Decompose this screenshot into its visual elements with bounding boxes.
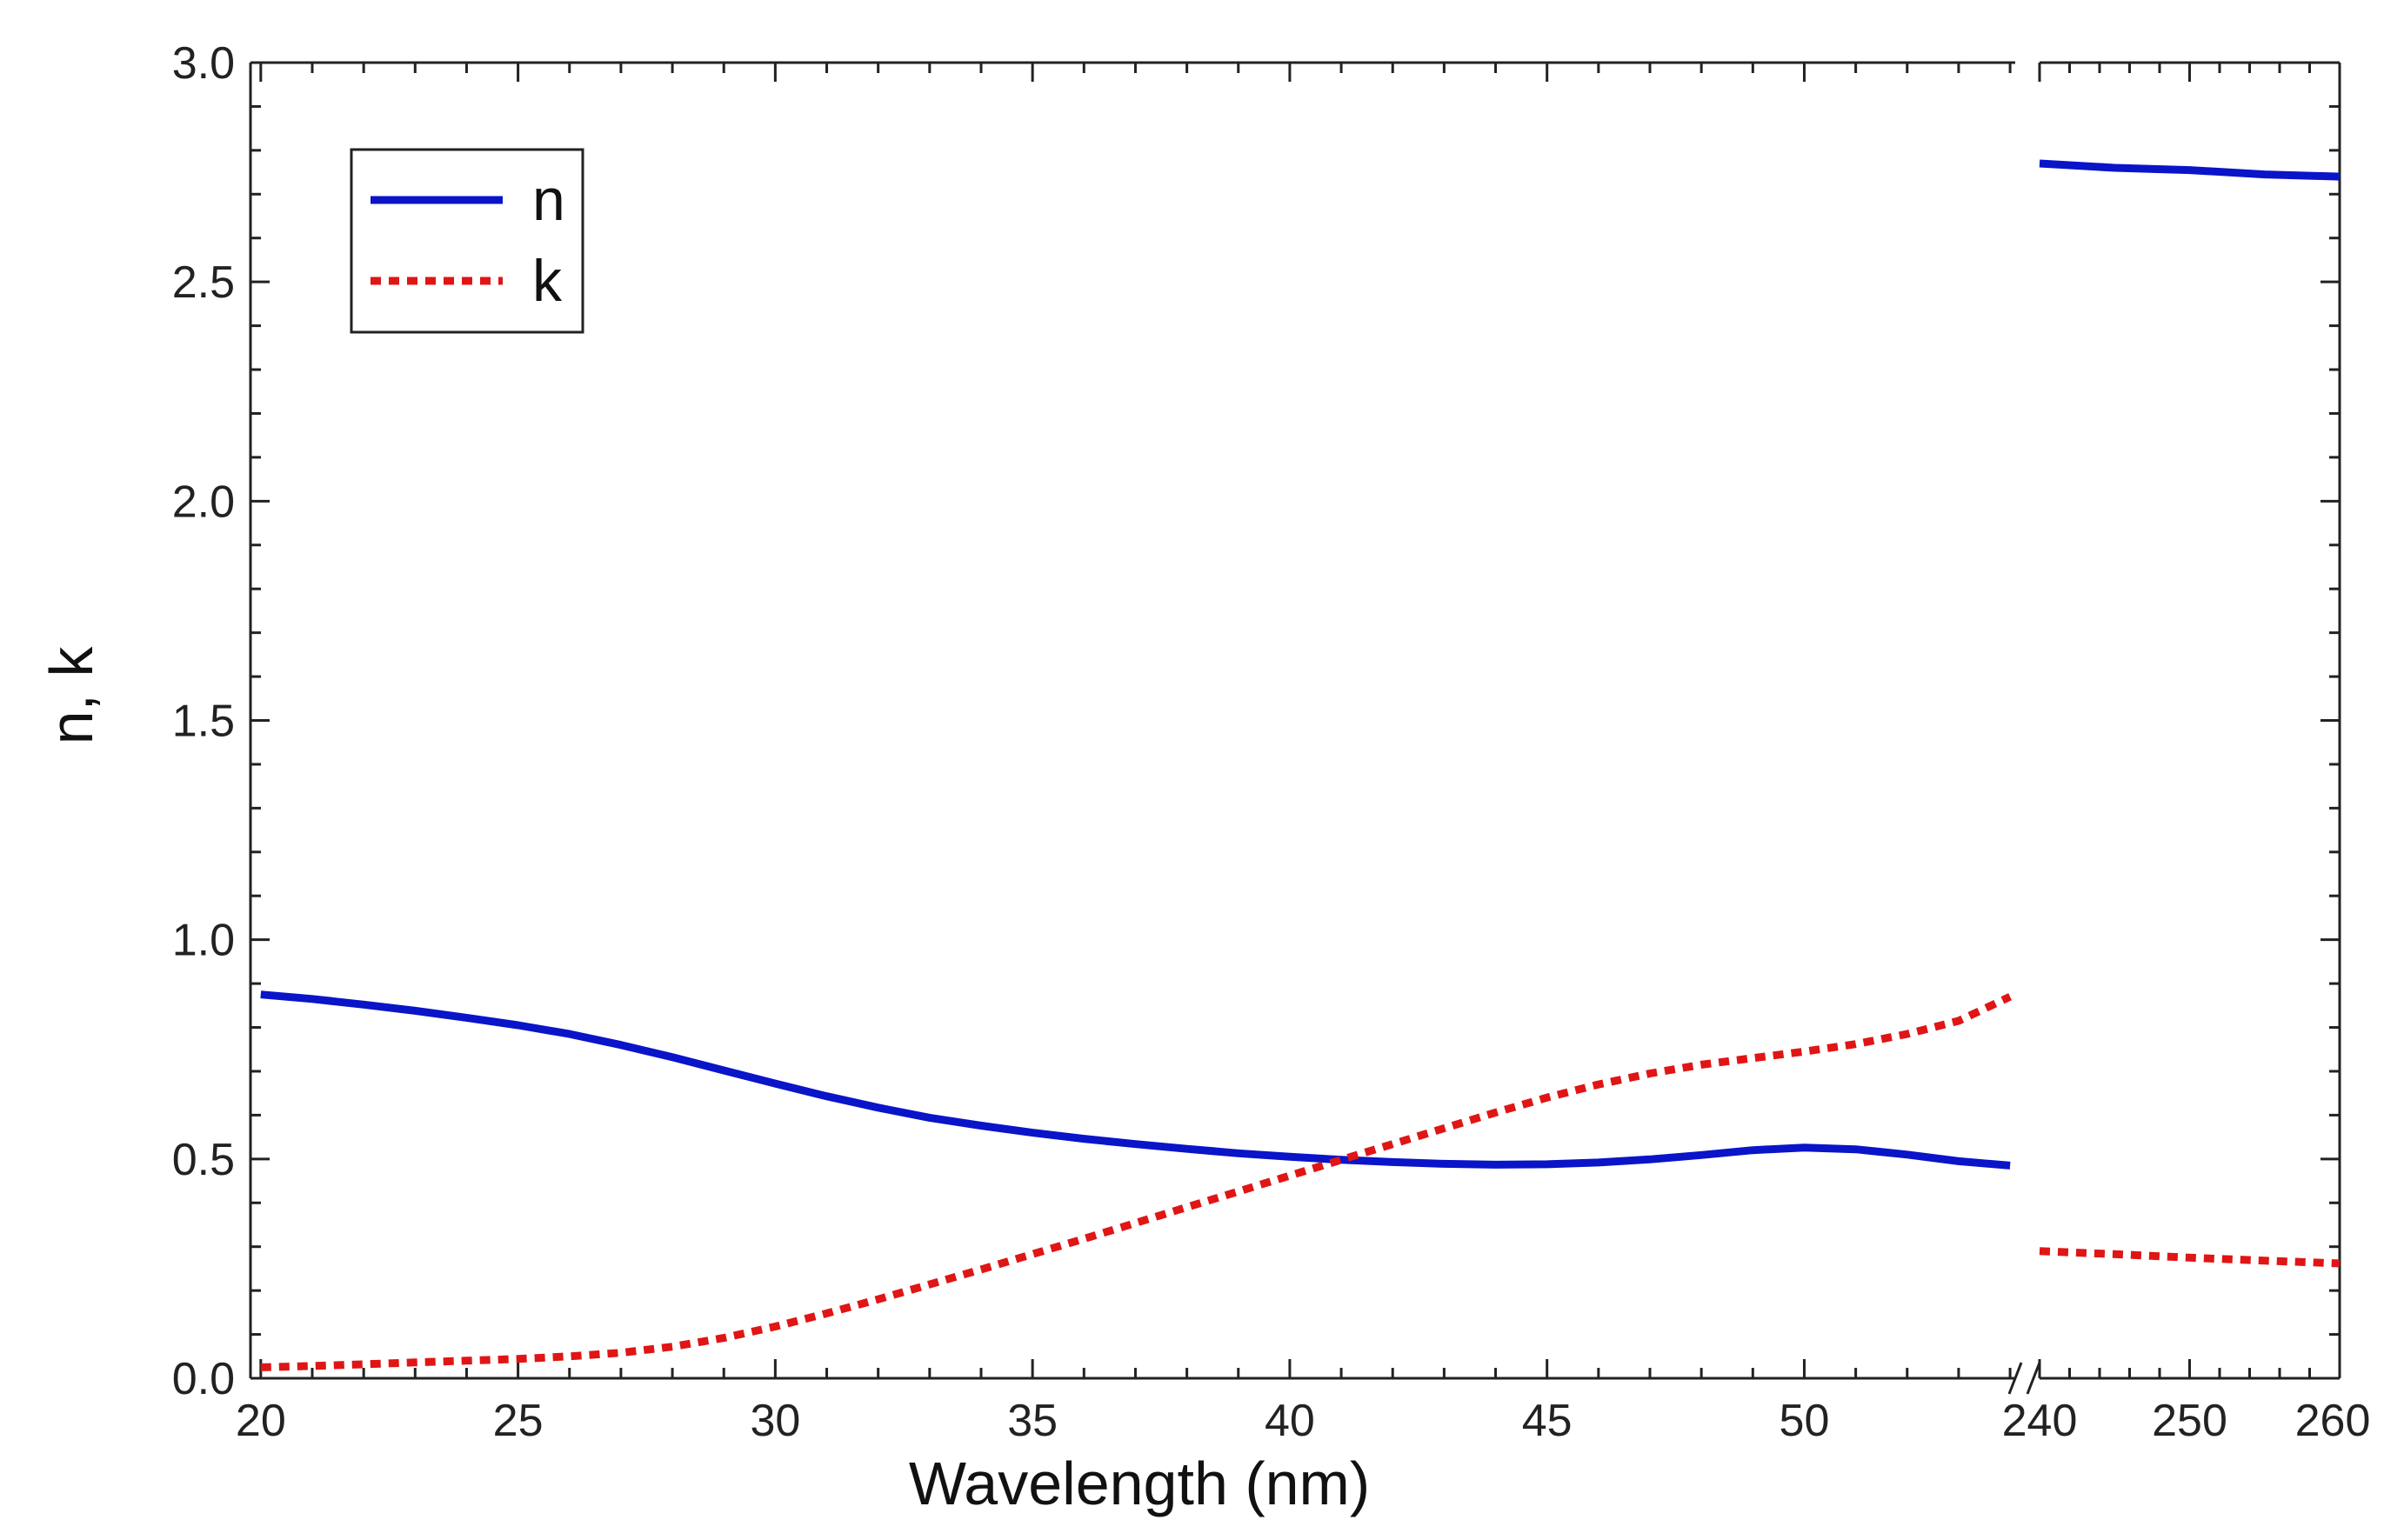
x-tick-label: 250 — [2152, 1396, 2227, 1446]
y-axis-title: n, k — [37, 646, 105, 745]
y-tick-label: 1.5 — [172, 697, 235, 747]
series-n-line — [2039, 159, 2341, 181]
axis-break-mark — [2007, 1362, 2023, 1395]
axis-break-mark — [2026, 1362, 2041, 1395]
x-tick-label: 40 — [1265, 1396, 1315, 1446]
y-tick-label: 0.5 — [172, 1135, 235, 1185]
y-tick-label: 2.0 — [172, 477, 235, 527]
x-tick-label: 240 — [2002, 1396, 2078, 1446]
x-tick-label: 45 — [1522, 1396, 1573, 1446]
series-layer — [260, 159, 2341, 1371]
legend-label-k: k — [532, 248, 563, 314]
labels-layer: Wavelength (nm) n, k — [37, 646, 1370, 1517]
legend: n k — [350, 148, 584, 334]
x-tick-label: 50 — [1780, 1396, 1830, 1446]
x-tick-label: 20 — [236, 1396, 286, 1446]
x-tick-label: 30 — [750, 1396, 800, 1446]
axes-layer: 0.0 0.5 1.0 1.5 2.0 2.5 3.0 20 25 30 35 40 45 50 240 25… — [172, 38, 2371, 1446]
y-tick-label: 3.0 — [172, 38, 235, 89]
x-tick-label: 35 — [1007, 1396, 1058, 1446]
y-tick-label: 1.0 — [172, 916, 235, 966]
x-axis-title: Wavelength (nm) — [909, 1450, 1370, 1517]
series-k-line — [2039, 1247, 2341, 1268]
x-tick-label: 260 — [2295, 1396, 2371, 1446]
series-k-line — [260, 993, 2013, 1371]
legend-box — [350, 148, 584, 334]
y-tick-label: 2.5 — [172, 257, 235, 308]
series-n-line — [260, 990, 2011, 1170]
y-tick-label: 0.0 — [172, 1354, 235, 1404]
x-tick-label: 25 — [493, 1396, 544, 1446]
legend-label-n: n — [532, 167, 565, 233]
